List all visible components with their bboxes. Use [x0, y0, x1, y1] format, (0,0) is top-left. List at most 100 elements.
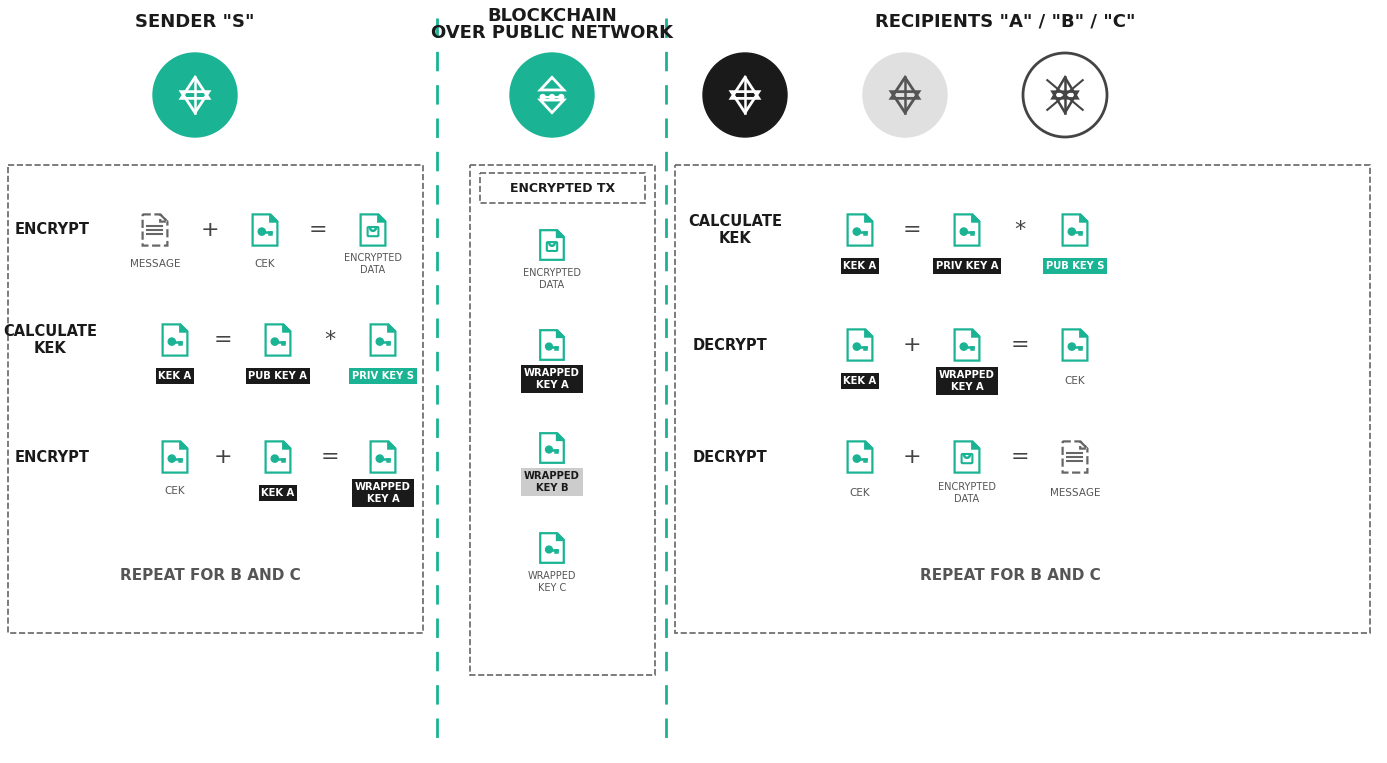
Polygon shape: [1062, 330, 1087, 361]
Text: +: +: [903, 447, 921, 467]
Polygon shape: [361, 214, 386, 246]
Polygon shape: [161, 214, 168, 221]
Polygon shape: [954, 330, 979, 361]
Polygon shape: [972, 442, 979, 449]
Text: RECIPIENTS "A" / "B" / "C": RECIPIENTS "A" / "B" / "C": [875, 13, 1135, 31]
Text: PRIV KEY A: PRIV KEY A: [936, 261, 999, 271]
FancyBboxPatch shape: [961, 454, 972, 463]
Polygon shape: [972, 330, 979, 336]
Text: CALCULATE
KEK: CALCULATE KEK: [688, 214, 782, 246]
Polygon shape: [558, 230, 563, 237]
Polygon shape: [370, 324, 395, 356]
Circle shape: [376, 455, 383, 462]
Polygon shape: [283, 324, 290, 332]
Polygon shape: [1080, 330, 1087, 336]
Text: ENCRYPTED
DATA: ENCRYPTED DATA: [938, 482, 996, 504]
Circle shape: [376, 338, 383, 345]
Text: DECRYPT: DECRYPT: [692, 337, 767, 353]
Polygon shape: [180, 324, 187, 332]
Text: =: =: [320, 447, 340, 467]
Circle shape: [272, 455, 279, 462]
Text: KEK A: KEK A: [843, 261, 877, 271]
Text: ENCRYPTED TX: ENCRYPTED TX: [510, 182, 616, 195]
Polygon shape: [180, 442, 187, 449]
Polygon shape: [972, 214, 979, 221]
Circle shape: [545, 546, 552, 553]
FancyBboxPatch shape: [368, 227, 379, 237]
Circle shape: [863, 53, 947, 137]
Text: *: *: [1014, 220, 1025, 240]
Text: MESSAGE: MESSAGE: [1050, 488, 1100, 498]
Text: WRAPPED
KEY A: WRAPPED KEY A: [355, 482, 411, 504]
Text: =: =: [309, 220, 327, 240]
Text: WRAPPED
KEY A: WRAPPED KEY A: [939, 370, 994, 391]
Polygon shape: [540, 533, 563, 563]
Polygon shape: [540, 230, 563, 260]
Text: PRIV KEY S: PRIV KEY S: [352, 371, 413, 381]
Text: BLOCKCHAIN: BLOCKCHAIN: [487, 7, 617, 25]
Text: PUB KEY A: PUB KEY A: [248, 371, 308, 381]
Polygon shape: [370, 442, 395, 472]
Polygon shape: [270, 214, 277, 221]
Text: WRAPPED
KEY A: WRAPPED KEY A: [524, 369, 580, 390]
Circle shape: [545, 343, 552, 350]
Polygon shape: [388, 442, 395, 449]
Polygon shape: [1080, 214, 1087, 221]
Text: ENCRYPTED
DATA: ENCRYPTED DATA: [523, 269, 581, 290]
Polygon shape: [1062, 214, 1087, 246]
Polygon shape: [388, 324, 395, 332]
Polygon shape: [847, 330, 872, 361]
Text: PUB KEY S: PUB KEY S: [1046, 261, 1104, 271]
Polygon shape: [379, 214, 386, 221]
Circle shape: [559, 95, 563, 100]
Circle shape: [272, 338, 279, 345]
Circle shape: [510, 53, 594, 137]
Polygon shape: [252, 214, 277, 246]
Text: MESSAGE: MESSAGE: [130, 259, 180, 269]
Circle shape: [853, 343, 860, 350]
Text: CEK: CEK: [1065, 376, 1085, 386]
Text: WRAPPED
KEY B: WRAPPED KEY B: [524, 472, 580, 493]
Circle shape: [545, 446, 552, 453]
Polygon shape: [865, 214, 872, 221]
Text: +: +: [903, 335, 921, 355]
Text: CEK: CEK: [165, 486, 186, 496]
Polygon shape: [865, 330, 872, 336]
Polygon shape: [954, 214, 979, 246]
Circle shape: [541, 95, 545, 100]
Polygon shape: [865, 442, 872, 449]
Text: =: =: [214, 330, 232, 350]
Polygon shape: [283, 442, 290, 449]
Polygon shape: [143, 214, 168, 246]
FancyBboxPatch shape: [546, 242, 558, 251]
Text: ENCRYPTED
DATA: ENCRYPTED DATA: [344, 253, 402, 275]
Text: +: +: [214, 447, 232, 467]
Polygon shape: [558, 433, 563, 440]
Polygon shape: [265, 324, 290, 356]
Circle shape: [1068, 343, 1075, 350]
Polygon shape: [540, 330, 563, 360]
Circle shape: [549, 95, 555, 100]
Text: =: =: [1011, 335, 1029, 355]
Polygon shape: [162, 442, 187, 472]
Polygon shape: [1062, 442, 1087, 472]
Circle shape: [853, 455, 860, 462]
Text: ENCRYPT: ENCRYPT: [14, 449, 90, 465]
Polygon shape: [162, 324, 187, 356]
Text: CALCULATE
KEK: CALCULATE KEK: [3, 324, 97, 356]
Circle shape: [1068, 228, 1075, 235]
Text: =: =: [903, 220, 921, 240]
Polygon shape: [847, 214, 872, 246]
Polygon shape: [954, 442, 979, 472]
Text: DECRYPT: DECRYPT: [692, 449, 767, 465]
Circle shape: [258, 228, 265, 235]
Polygon shape: [558, 533, 563, 540]
Text: CEK: CEK: [255, 259, 275, 269]
Circle shape: [168, 455, 175, 462]
Polygon shape: [540, 433, 563, 463]
Text: REPEAT FOR B AND C: REPEAT FOR B AND C: [119, 568, 301, 582]
Text: KEK A: KEK A: [843, 376, 877, 386]
Circle shape: [853, 228, 860, 235]
Circle shape: [153, 53, 237, 137]
Text: *: *: [325, 330, 336, 350]
